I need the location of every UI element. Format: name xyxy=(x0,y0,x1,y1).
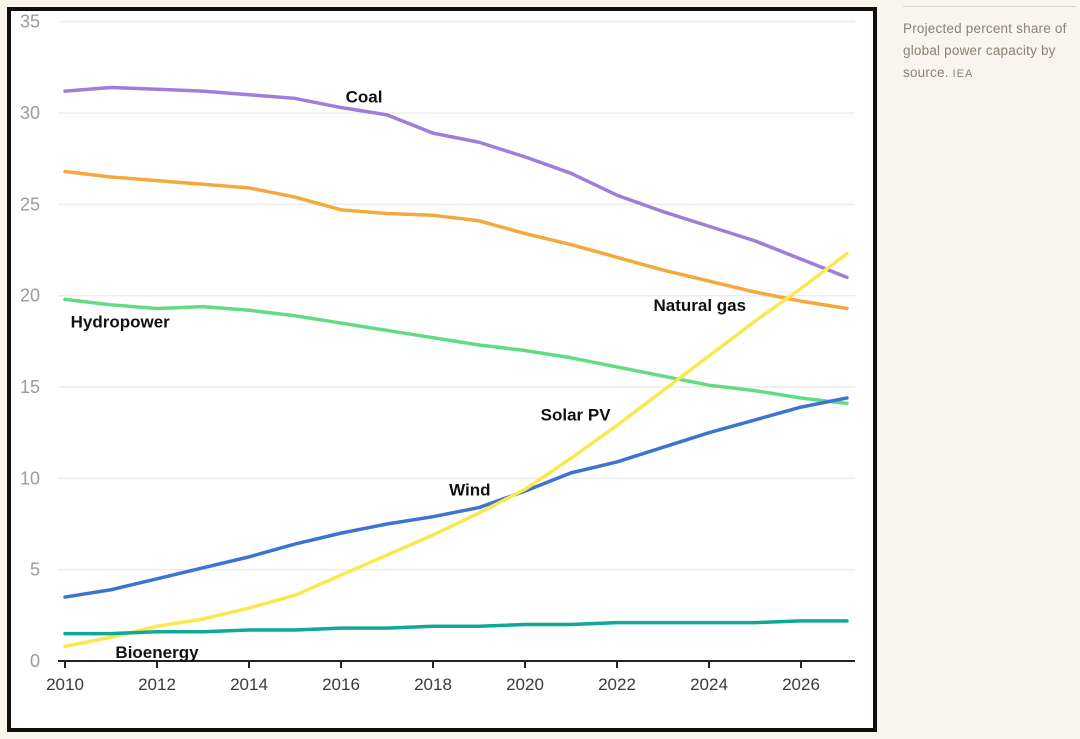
caption-panel: Projected percent share of global power … xyxy=(877,0,1080,739)
x-axis-tick-label: 2014 xyxy=(230,675,268,694)
chart-card: 0 5 10 15 20 25 30 35 2010 2012 2014 2016 2018 2020 20… xyxy=(7,7,877,732)
y-axis-tick-label: 10 xyxy=(20,468,40,488)
y-axis-tick-label: 15 xyxy=(20,377,40,397)
series-line-coal xyxy=(63,85,849,280)
x-axis-tick-label: 2024 xyxy=(690,675,728,694)
chart-caption: Projected percent share of global power … xyxy=(903,6,1076,85)
y-axis-tick-label: 20 xyxy=(20,286,40,306)
series-line-natural-gas xyxy=(63,169,849,311)
series-line-solar-pv xyxy=(63,251,849,649)
series-label-wind: Wind xyxy=(449,480,490,499)
series-label-solar-pv: Solar PV xyxy=(541,405,612,424)
y-axis-tick-label: 25 xyxy=(20,194,40,214)
y-axis-tick-label: 5 xyxy=(30,560,40,580)
x-axis-tick-label: 2012 xyxy=(138,675,176,694)
series-label-hydropower: Hydropower xyxy=(71,312,171,331)
series-label-coal: Coal xyxy=(346,88,383,107)
series-line-bioenergy xyxy=(63,619,849,636)
series-line-wind xyxy=(63,396,849,599)
x-axis-tick-label: 2018 xyxy=(414,675,452,694)
x-axis-tick-label: 2026 xyxy=(782,675,820,694)
x-axis-tick-label: 2016 xyxy=(322,675,360,694)
line-chart: 0 5 10 15 20 25 30 35 2010 2012 2014 2016 2018 2020 20… xyxy=(20,12,855,694)
y-axis-tick-label: 35 xyxy=(20,12,40,32)
x-axis-tick-label: 2022 xyxy=(598,675,636,694)
y-axis-tick-label: 0 xyxy=(30,651,40,671)
x-axis-tick-label: 2010 xyxy=(46,675,84,694)
series-label-natural-gas: Natural gas xyxy=(654,296,747,315)
series-label-bioenergy: Bioenergy xyxy=(115,643,199,662)
caption-text: Projected percent share of global power … xyxy=(903,21,1067,80)
x-axis-tick-label: 2020 xyxy=(506,675,544,694)
caption-source: IEA xyxy=(952,68,974,80)
y-axis-tick-label: 30 xyxy=(20,103,40,123)
series-line-hydropower xyxy=(63,297,849,406)
